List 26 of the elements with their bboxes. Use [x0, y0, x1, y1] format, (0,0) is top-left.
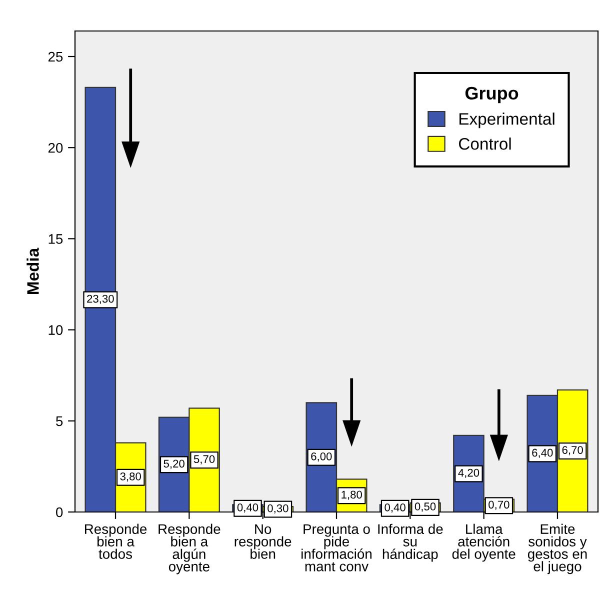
y-tick-label: 0 — [56, 507, 63, 518]
y-tick-label: 25 — [48, 52, 63, 62]
x-tick-label: Llama atención del oyente — [452, 524, 516, 562]
data-label: 4,20 — [458, 468, 480, 478]
data-label: 5,70 — [194, 455, 215, 464]
y-tick-label: 15 — [48, 234, 63, 244]
x-tick-label: Responde bien a algún oyente — [158, 524, 220, 574]
data-label: 1,80 — [342, 490, 362, 500]
data-label: 3,80 — [120, 472, 141, 482]
data-label: 5,20 — [164, 460, 184, 469]
x-tick-label: No responde bien — [234, 524, 292, 559]
legend-title: Grupo — [465, 86, 518, 104]
x-tick-label: Pregunta o pide información mant conv — [302, 524, 372, 572]
legend-label: Experimental — [460, 112, 554, 128]
data-label: 23,30 — [87, 294, 114, 304]
data-label: 6,40 — [532, 448, 553, 458]
x-tick-label: Responde bien a todos — [84, 524, 147, 559]
data-label: 6,70 — [562, 446, 583, 456]
y-tick-label: 5 — [56, 416, 63, 426]
x-tick-label: Emite sonidos y gestos en el juego — [528, 524, 587, 574]
y-axis-title: Media — [26, 248, 39, 294]
legend-label: Control — [459, 138, 511, 150]
y-tick-label: 10 — [48, 325, 63, 335]
x-tick-label: Informa de su hándicap — [378, 524, 443, 562]
y-tick-label: 20 — [48, 142, 63, 153]
data-label: 6,00 — [311, 452, 332, 462]
